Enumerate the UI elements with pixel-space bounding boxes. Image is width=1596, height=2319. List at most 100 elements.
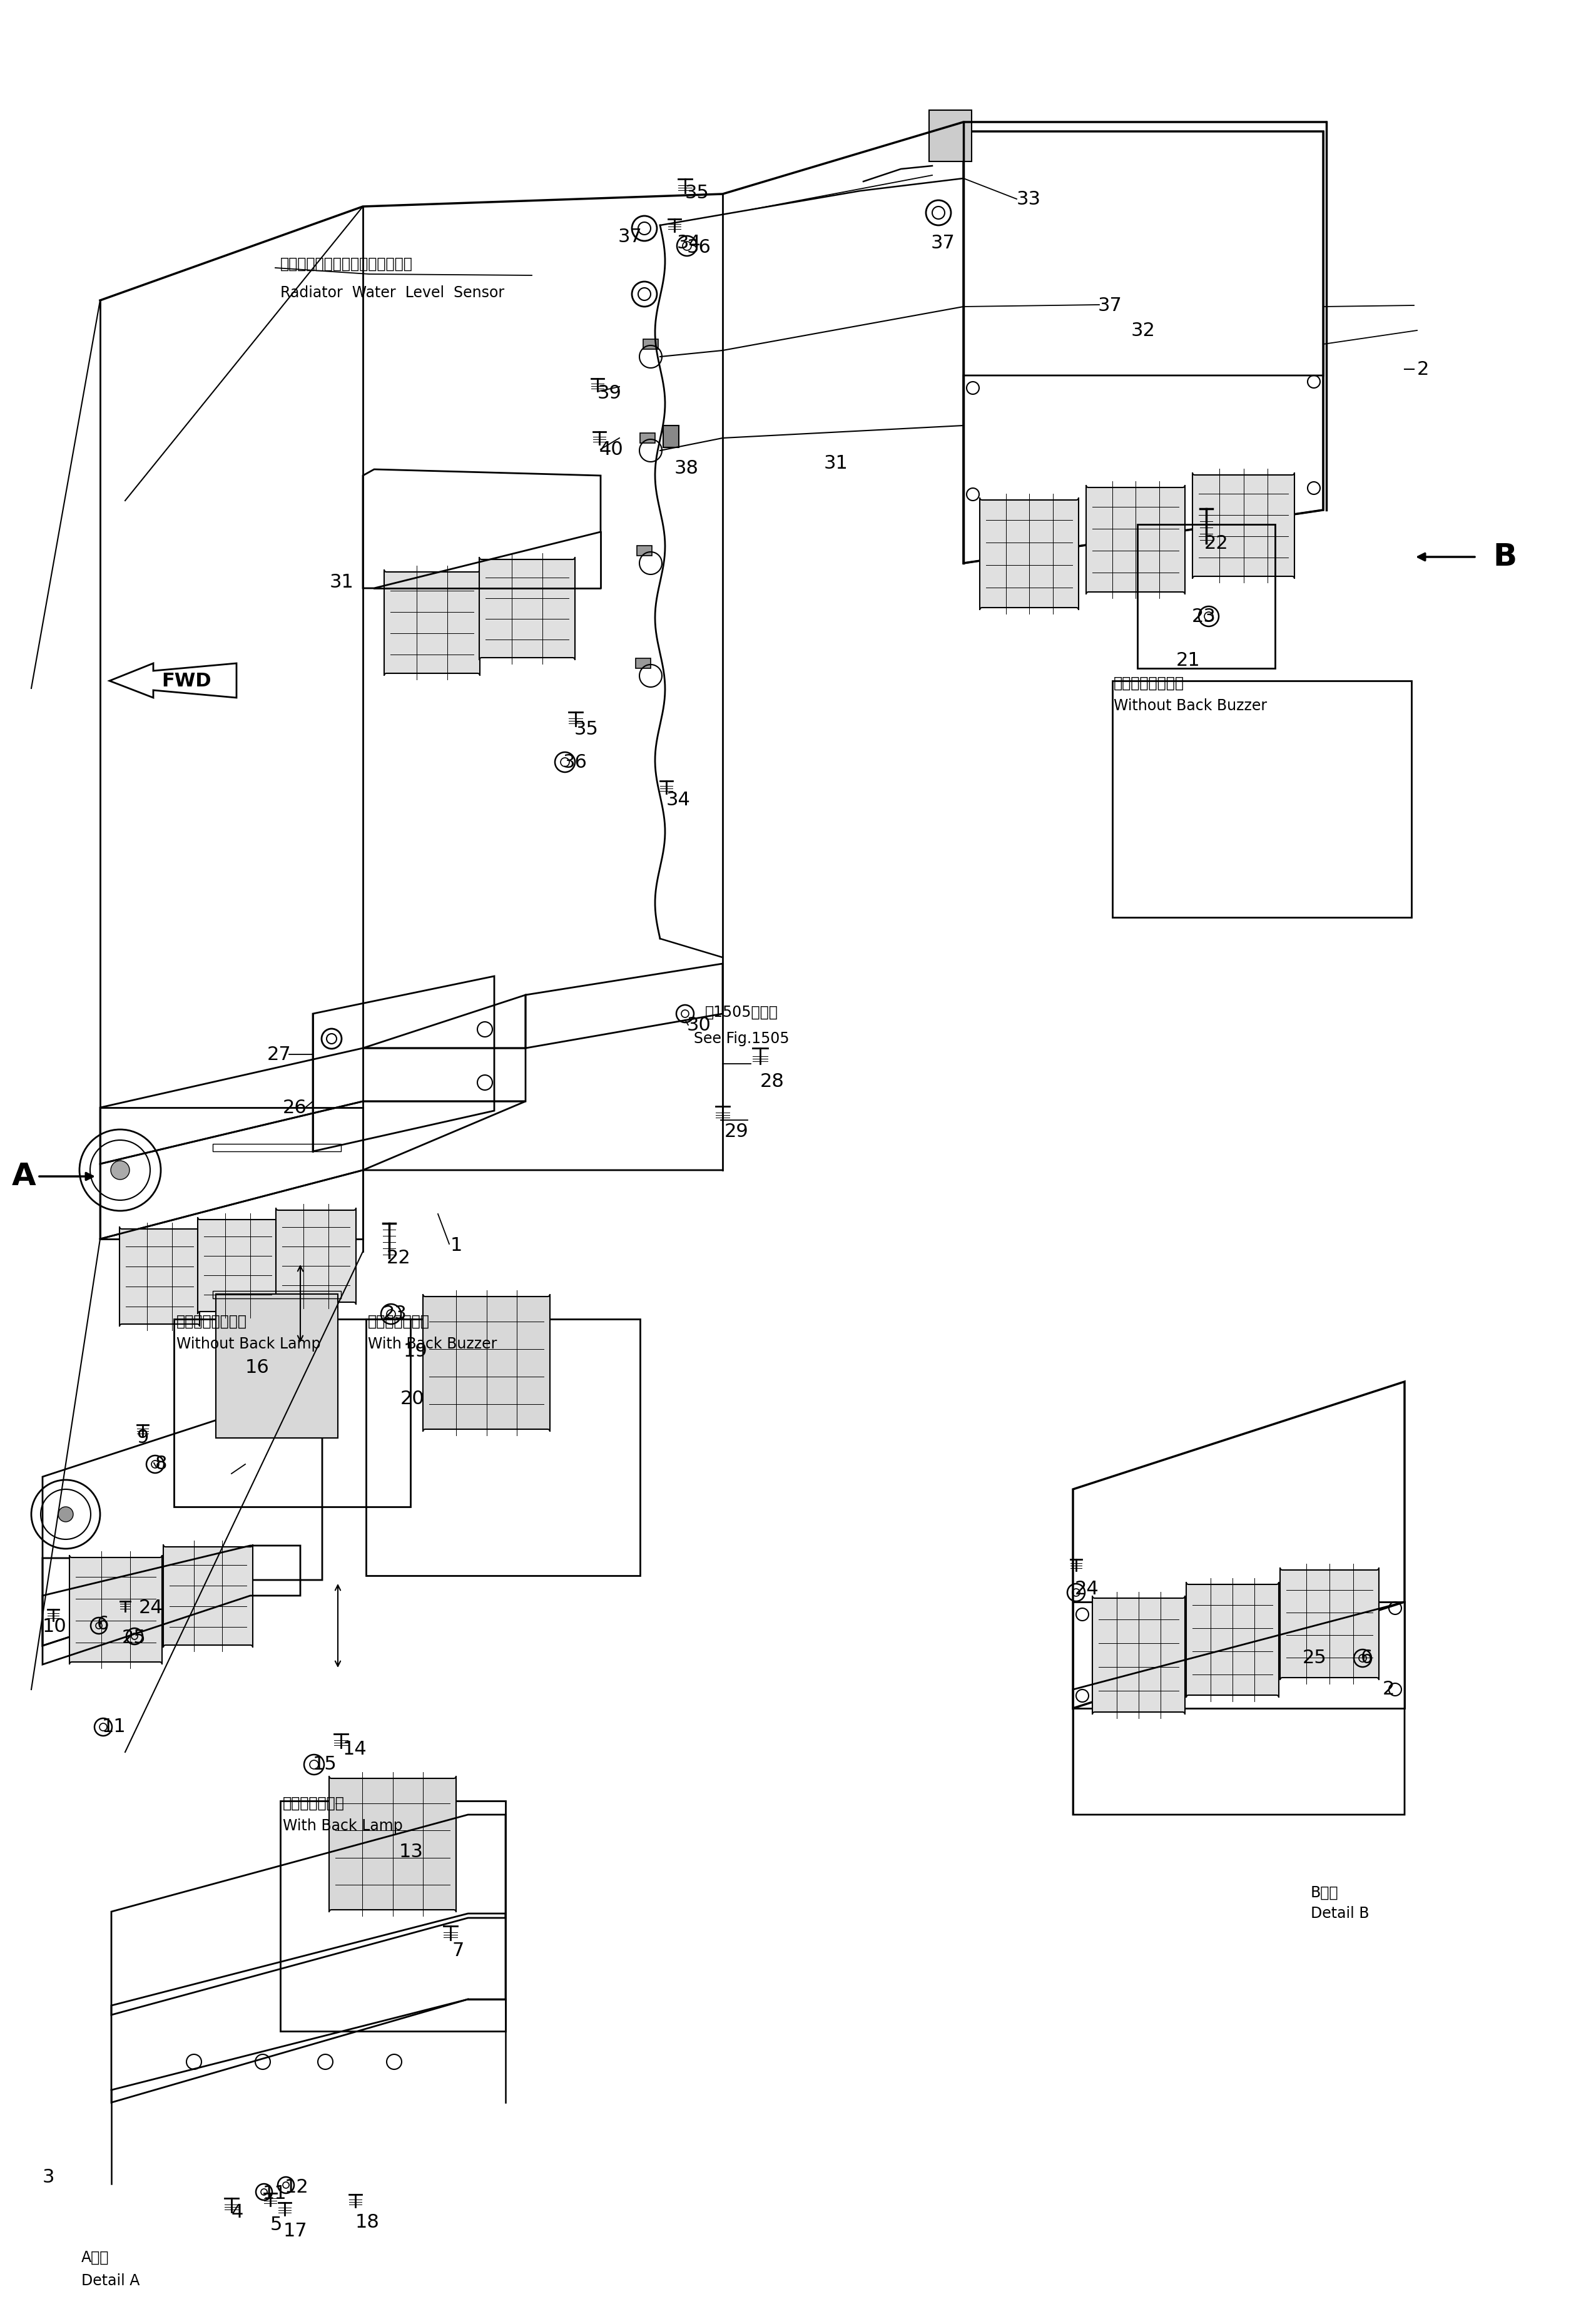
Text: 21: 21 <box>1176 652 1200 670</box>
Text: 23: 23 <box>1192 608 1216 626</box>
Bar <box>929 109 972 162</box>
Text: ラジエータウォータレベルセンサ: ラジエータウォータレベルセンサ <box>281 257 413 271</box>
Text: バックランプ付: バックランプ付 <box>282 1795 345 1811</box>
Text: Radiator  Water  Level  Sensor: Radiator Water Level Sensor <box>281 285 504 301</box>
Bar <box>1112 682 1411 918</box>
FancyBboxPatch shape <box>329 1776 456 1913</box>
FancyBboxPatch shape <box>276 1208 356 1306</box>
FancyBboxPatch shape <box>1186 1582 1278 1698</box>
Text: 第1505図参照: 第1505図参照 <box>705 1004 777 1020</box>
Text: 36: 36 <box>686 239 712 255</box>
Text: A詳細: A詳細 <box>81 2249 109 2266</box>
Text: 16: 16 <box>244 1359 270 1375</box>
Text: 25: 25 <box>1302 1649 1326 1667</box>
Text: 28: 28 <box>760 1071 785 1090</box>
Bar <box>637 545 651 557</box>
Text: 34: 34 <box>666 791 691 809</box>
Text: 3: 3 <box>43 2168 54 2187</box>
Text: 29: 29 <box>725 1122 749 1141</box>
Text: 22: 22 <box>386 1248 410 1266</box>
Bar <box>212 1292 342 1299</box>
Text: FWD: FWD <box>161 673 211 689</box>
FancyBboxPatch shape <box>980 499 1079 610</box>
Text: 40: 40 <box>600 441 624 459</box>
Text: 25: 25 <box>121 1630 147 1646</box>
FancyBboxPatch shape <box>479 557 575 661</box>
Text: 8: 8 <box>155 1454 168 1473</box>
Bar <box>664 424 678 448</box>
FancyBboxPatch shape <box>423 1294 551 1431</box>
Text: 4: 4 <box>231 2203 244 2222</box>
Circle shape <box>57 1507 73 1521</box>
Circle shape <box>110 1162 129 1180</box>
Text: バックランプなし: バックランプなし <box>177 1315 247 1329</box>
Text: 35: 35 <box>575 719 598 737</box>
Text: 22: 22 <box>1205 533 1229 552</box>
Text: With Back Lamp: With Back Lamp <box>282 1818 402 1834</box>
Text: With Back Buzzer: With Back Buzzer <box>367 1336 496 1352</box>
Text: バックブザー付: バックブザー付 <box>367 1315 429 1329</box>
Text: 5: 5 <box>270 2215 282 2233</box>
Text: 20: 20 <box>401 1389 425 1408</box>
Text: 24: 24 <box>1074 1579 1100 1598</box>
FancyBboxPatch shape <box>1192 473 1294 580</box>
Text: 38: 38 <box>675 459 699 478</box>
FancyBboxPatch shape <box>1092 1595 1184 1714</box>
Text: 11: 11 <box>263 2184 287 2203</box>
Text: 37: 37 <box>618 227 643 246</box>
FancyBboxPatch shape <box>1280 1568 1379 1681</box>
Text: Without Back Buzzer: Without Back Buzzer <box>1114 698 1267 714</box>
FancyBboxPatch shape <box>120 1227 200 1326</box>
Text: 17: 17 <box>284 2222 308 2240</box>
FancyBboxPatch shape <box>1087 485 1184 594</box>
Text: 15: 15 <box>313 1755 337 1774</box>
Text: 39: 39 <box>597 385 622 401</box>
Text: 36: 36 <box>563 754 587 772</box>
Text: 9: 9 <box>136 1429 148 1447</box>
Text: 24: 24 <box>139 1600 163 1616</box>
Text: Detail A: Detail A <box>81 2273 140 2289</box>
Text: 31: 31 <box>329 573 353 591</box>
Text: 37: 37 <box>930 234 956 253</box>
Bar <box>281 1802 506 2031</box>
Text: 32: 32 <box>1132 322 1156 339</box>
Text: 14: 14 <box>343 1739 367 1758</box>
Text: 11: 11 <box>102 1718 126 1737</box>
Text: バックブザーなし: バックブザーなし <box>1114 675 1184 691</box>
Text: 37: 37 <box>1098 297 1122 315</box>
Text: 18: 18 <box>356 2215 380 2231</box>
Text: 7: 7 <box>452 1941 464 1960</box>
Text: B: B <box>1492 543 1516 573</box>
Bar <box>174 1320 410 1507</box>
Bar <box>215 1294 338 1438</box>
Bar <box>635 659 651 668</box>
Bar <box>643 339 658 350</box>
Text: 33: 33 <box>1017 190 1041 209</box>
FancyBboxPatch shape <box>70 1556 163 1665</box>
Text: See Fig.1505: See Fig.1505 <box>694 1032 788 1046</box>
Text: 2: 2 <box>1382 1681 1395 1698</box>
Text: 30: 30 <box>686 1016 712 1034</box>
FancyBboxPatch shape <box>198 1217 278 1315</box>
Text: A: A <box>11 1162 35 1192</box>
Text: Detail B: Detail B <box>1310 1906 1369 1920</box>
Text: 6: 6 <box>97 1614 109 1633</box>
FancyBboxPatch shape <box>163 1544 252 1646</box>
Text: B詳細: B詳細 <box>1310 1885 1339 1899</box>
Text: Without Back Lamp: Without Back Lamp <box>177 1336 321 1352</box>
Text: 34: 34 <box>677 234 701 253</box>
Text: 27: 27 <box>267 1046 290 1064</box>
Text: 2: 2 <box>1417 359 1428 378</box>
Text: 10: 10 <box>43 1619 67 1635</box>
Bar <box>640 434 654 443</box>
Text: 12: 12 <box>284 2178 310 2196</box>
Bar <box>212 1143 342 1150</box>
Text: 13: 13 <box>399 1844 423 1862</box>
Text: 26: 26 <box>282 1099 306 1118</box>
Text: 23: 23 <box>383 1306 407 1324</box>
Bar <box>365 1320 640 1575</box>
Text: 1: 1 <box>450 1236 463 1255</box>
Text: 31: 31 <box>824 455 847 473</box>
Text: 35: 35 <box>685 183 709 202</box>
Text: 6: 6 <box>1361 1649 1373 1667</box>
